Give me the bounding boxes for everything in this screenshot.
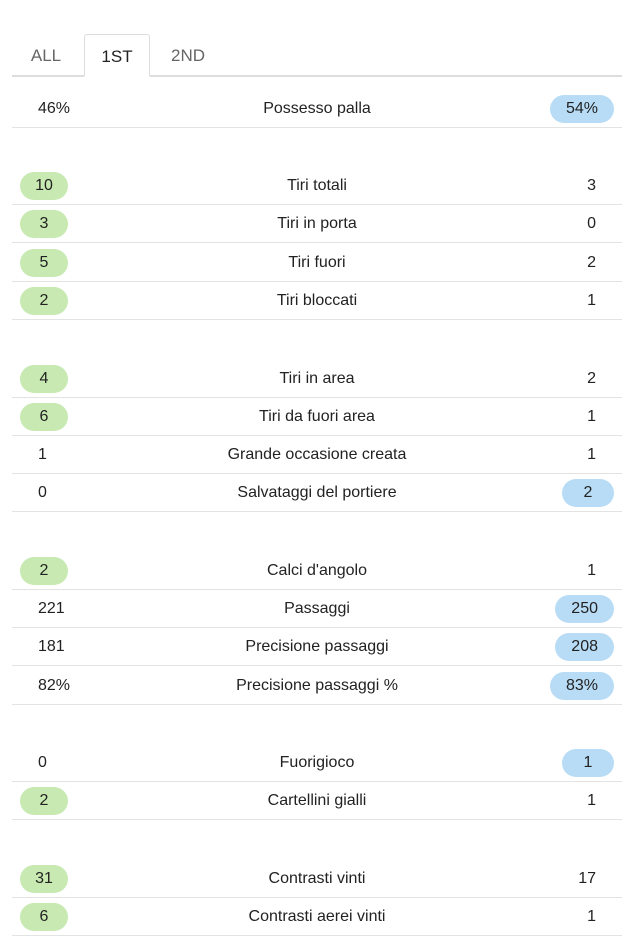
stat-row-tiri-totali: 10 Tiri totali 3 (12, 167, 622, 205)
stat-label: Tiri totali (287, 177, 347, 194)
away-value: 1 (587, 446, 596, 463)
stat-row-fuorigioco: 0 Fuorigioco 1 (12, 744, 622, 782)
away-value: 1 (587, 292, 596, 309)
stat-label: Fuorigioco (279, 754, 355, 771)
home-value: 221 (38, 600, 65, 617)
stat-row-tiri-in-area: 4 Tiri in area 2 (12, 360, 622, 398)
home-value: 3 (20, 210, 68, 238)
stat-row-grande-occasione: 1 Grande occasione creata 1 (12, 436, 622, 474)
away-value: 208 (555, 633, 614, 661)
home-value: 0 (38, 484, 47, 501)
stat-label: Tiri da fuori area (259, 408, 375, 425)
stat-row-precisione-passaggi: 181 Precisione passaggi 208 (12, 628, 622, 666)
tab-all[interactable]: ALL (30, 46, 62, 65)
home-value: 46% (38, 100, 71, 117)
stat-row-salvataggi: 0 Salvataggi del portiere 2 (12, 474, 622, 512)
stat-row-tiri-bloccati: 2 Tiri bloccati 1 (12, 282, 622, 320)
away-value: 250 (555, 595, 614, 623)
away-value: 1 (587, 908, 596, 925)
stat-row-precisione-passaggi-pct: 82% Precisione passaggi % 83% (12, 667, 622, 705)
stat-label: Grande occasione creata (227, 446, 407, 463)
away-value: 54% (549, 95, 614, 123)
home-value: 82% (38, 677, 71, 694)
stat-row-contrasti-aerei: 6 Contrasti aerei vinti 1 (12, 898, 622, 936)
home-value: 2 (20, 787, 68, 815)
home-value: 1 (38, 446, 47, 463)
home-value: 0 (38, 754, 47, 771)
stat-label: Tiri in porta (277, 215, 357, 232)
stat-label: Precisione passaggi % (236, 677, 398, 694)
home-value: 2 (20, 287, 68, 315)
stat-row-contrasti-vinti: 31 Contrasti vinti 17 (12, 860, 622, 898)
stat-label: Precisione passaggi (245, 638, 389, 655)
stat-label: Tiri fuori (288, 254, 346, 271)
stat-row-tiri-in-porta: 3 Tiri in porta 0 (12, 205, 622, 243)
away-value: 83% (549, 672, 614, 700)
away-value: 17 (578, 870, 596, 887)
stat-row-possesso-palla: 46% Possesso palla 54% (12, 90, 622, 128)
stat-row-calci-angolo: 2 Calci d'angolo 1 (12, 552, 622, 590)
away-value: 1 (587, 562, 596, 579)
home-value: 2 (20, 557, 68, 585)
away-value: 2 (587, 370, 596, 387)
stat-label: Contrasti aerei vinti (248, 908, 386, 925)
stat-label: Tiri in area (279, 370, 355, 387)
away-value: 1 (587, 408, 596, 425)
stat-label: Possesso palla (263, 100, 371, 117)
home-value: 6 (20, 403, 68, 431)
tab-2nd[interactable]: 2ND (170, 46, 205, 65)
away-value: 1 (587, 792, 596, 809)
home-value: 31 (20, 865, 68, 893)
stat-label: Passaggi (284, 600, 350, 617)
home-value: 4 (20, 365, 68, 393)
away-value: 0 (587, 215, 596, 232)
away-value: 2 (587, 254, 596, 271)
stat-row-cartellini-gialli: 2 Cartellini gialli 1 (12, 782, 622, 820)
stat-row-passaggi: 221 Passaggi 250 (12, 590, 622, 628)
away-value: 2 (562, 479, 614, 507)
stat-label: Contrasti vinti (268, 870, 366, 887)
home-value: 6 (20, 903, 68, 931)
stat-label: Calci d'angolo (266, 562, 367, 579)
stat-label: Salvataggi del portiere (237, 484, 397, 501)
stat-label: Cartellini gialli (267, 792, 367, 809)
home-value: 181 (38, 638, 65, 655)
period-tabs: ALL 1ST 2ND (12, 34, 622, 77)
stat-row-tiri-fuori: 5 Tiri fuori 2 (12, 244, 622, 282)
tab-1st[interactable]: 1ST (84, 34, 150, 77)
home-value: 5 (20, 249, 68, 277)
home-value: 10 (20, 172, 68, 200)
stat-label: Tiri bloccati (276, 292, 358, 309)
away-value: 3 (587, 177, 596, 194)
stat-row-tiri-da-fuori-area: 6 Tiri da fuori area 1 (12, 398, 622, 436)
away-value: 1 (562, 749, 614, 777)
